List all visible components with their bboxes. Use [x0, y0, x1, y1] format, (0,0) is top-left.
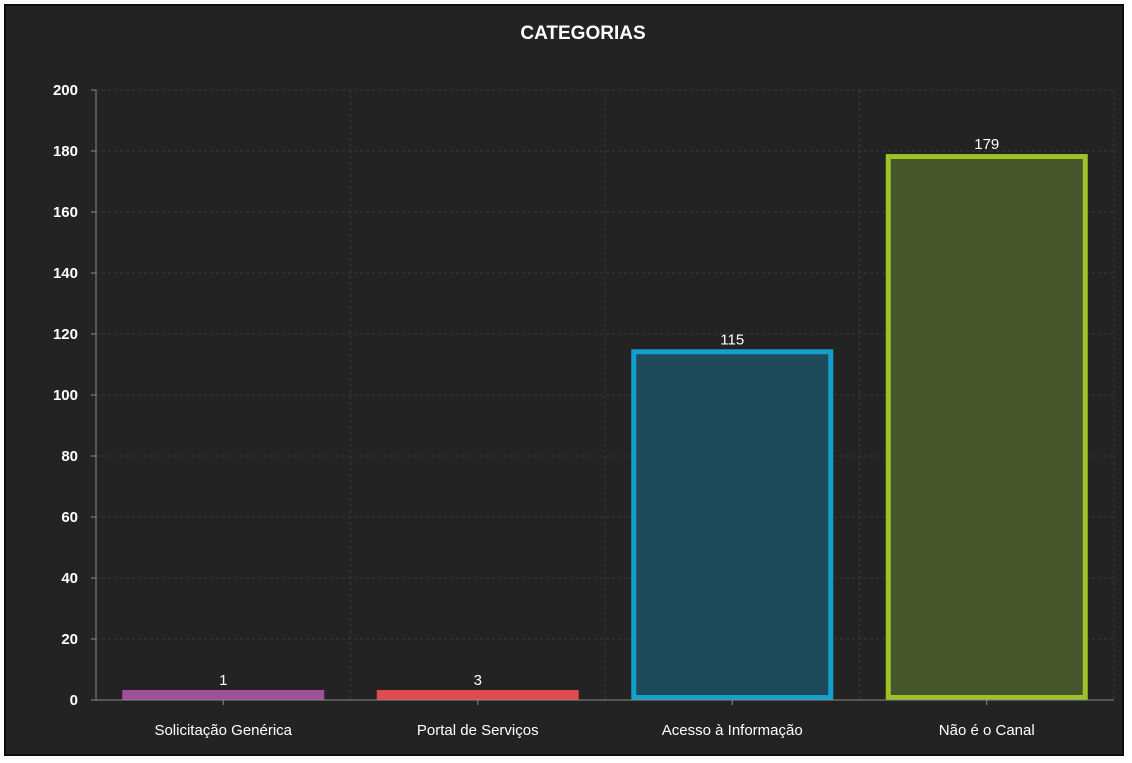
y-tick-label: 40	[61, 570, 78, 587]
data-label: 1	[219, 672, 227, 689]
bars: 1 3 115 179	[122, 136, 1088, 701]
y-axis: 0 20 40 60 80 100 120 140 160 180 200	[53, 82, 97, 709]
bar-3	[631, 349, 834, 700]
bar-1	[122, 690, 325, 700]
y-tick-label: 180	[53, 143, 78, 160]
bar-2	[376, 690, 579, 700]
data-label: 115	[720, 331, 744, 348]
y-tick-label: 60	[61, 509, 78, 526]
data-label: 3	[474, 672, 482, 689]
x-tick-label: Solicitação Genérica	[154, 722, 292, 739]
y-tick-label: 100	[53, 387, 78, 404]
chart-panel: CATEGORIAS 0 20 40 60 80 100 120 140 160 180 200 1…	[4, 4, 1124, 756]
data-label: 179	[974, 136, 999, 153]
y-tick-label: 120	[53, 326, 78, 343]
bar-chart: CATEGORIAS 0 20 40 60 80 100 120 140 160 180 200 1…	[53, 23, 1115, 739]
y-tick-label: 160	[53, 204, 78, 221]
bar-4	[885, 154, 1088, 701]
x-tick-label: Portal de Serviços	[417, 722, 539, 739]
y-tick-label: 200	[53, 82, 78, 99]
x-tick-label: Acesso à Informação	[662, 722, 803, 739]
y-tick-label: 140	[53, 265, 78, 282]
chart-title: CATEGORIAS	[520, 23, 645, 44]
y-tick-label: 0	[70, 692, 78, 709]
x-axis: Solicitação Genérica Portal de Serviços Ac…	[96, 699, 1114, 739]
y-tick-label: 80	[61, 448, 78, 465]
y-tick-label: 20	[61, 631, 78, 648]
x-tick-label: Não é o Canal	[939, 722, 1035, 739]
